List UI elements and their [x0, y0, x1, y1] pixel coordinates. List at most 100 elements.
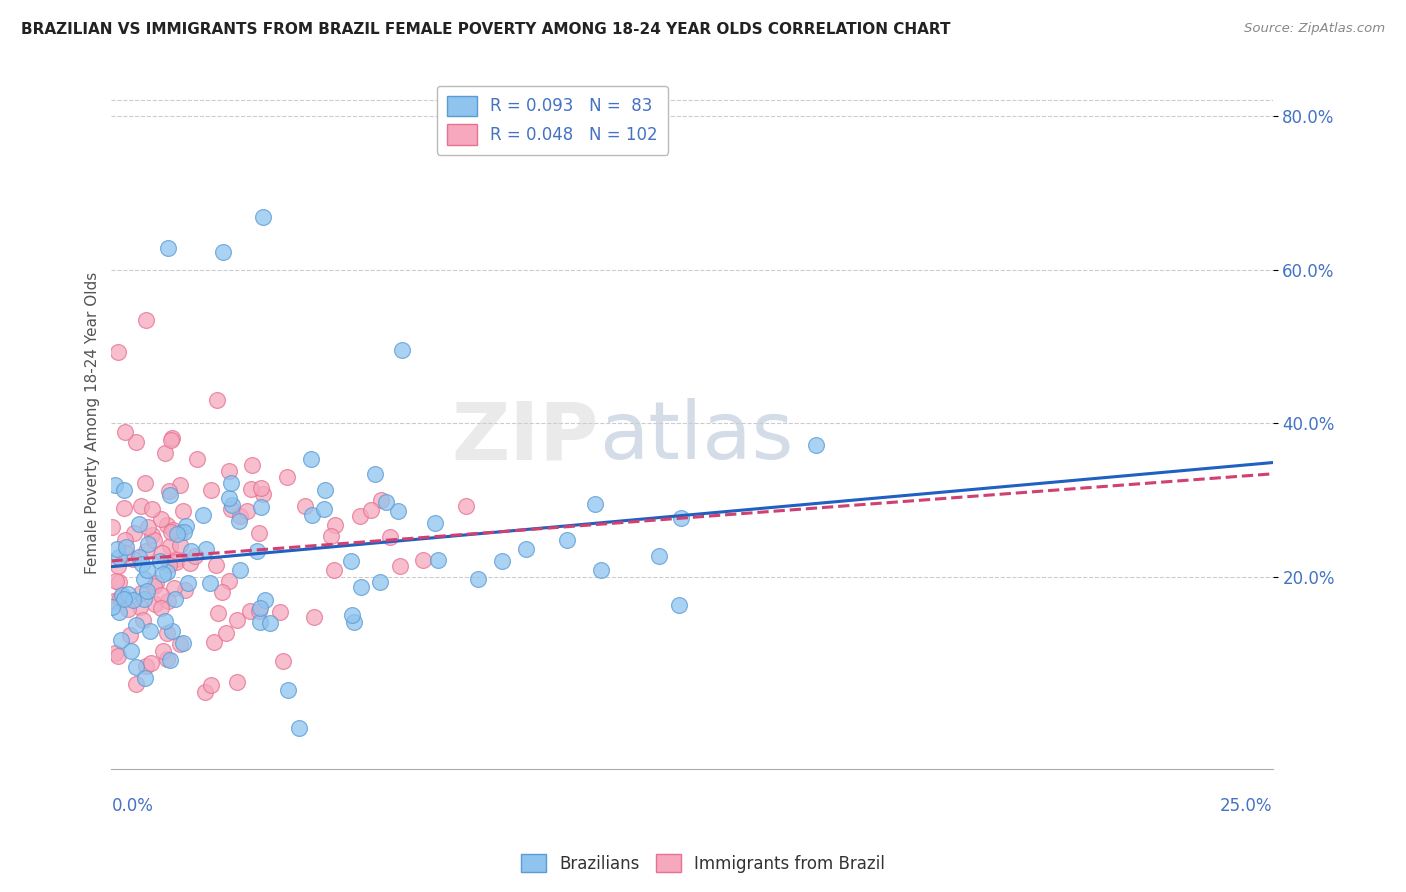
- Point: [250, 481, 273, 495]
- Point: [157, 483, 180, 498]
- Point: [221, 498, 243, 512]
- Point: [131, 499, 153, 513]
- Point: [157, 594, 180, 608]
- Text: Source: ZipAtlas.com: Source: ZipAtlas.com: [1244, 22, 1385, 36]
- Point: [110, 633, 132, 648]
- Point: [152, 644, 174, 658]
- Point: [250, 500, 273, 515]
- Point: [219, 475, 242, 490]
- Point: [412, 552, 434, 566]
- Point: [360, 503, 382, 517]
- Point: [491, 554, 513, 568]
- Point: [128, 549, 150, 564]
- Point: [288, 721, 311, 735]
- Point: [200, 483, 222, 497]
- Point: [236, 504, 259, 518]
- Point: [135, 583, 157, 598]
- Point: [145, 576, 167, 591]
- Point: [141, 502, 163, 516]
- Point: [391, 343, 413, 358]
- Point: [364, 467, 387, 482]
- Point: [515, 542, 537, 557]
- Point: [156, 651, 179, 665]
- Point: [143, 533, 166, 547]
- Point: [204, 558, 226, 573]
- Point: [249, 600, 271, 615]
- Point: [115, 546, 138, 560]
- Point: [150, 546, 173, 560]
- Point: [104, 477, 127, 491]
- Point: [294, 499, 316, 513]
- Point: [105, 574, 128, 588]
- Point: [321, 529, 343, 543]
- Point: [252, 210, 274, 224]
- Point: [226, 613, 249, 627]
- Point: [557, 533, 579, 548]
- Text: 25.0%: 25.0%: [1220, 797, 1272, 814]
- Point: [194, 542, 217, 557]
- Text: 0.0%: 0.0%: [111, 797, 153, 814]
- Point: [389, 559, 412, 574]
- Point: [125, 660, 148, 674]
- Point: [271, 654, 294, 668]
- Point: [218, 574, 240, 588]
- Point: [107, 345, 129, 359]
- Point: [165, 591, 187, 606]
- Point: [173, 525, 195, 540]
- Point: [249, 615, 271, 630]
- Point: [134, 572, 156, 586]
- Point: [254, 592, 277, 607]
- Point: [229, 563, 252, 577]
- Point: [107, 559, 129, 574]
- Point: [150, 601, 173, 615]
- Text: BRAZILIAN VS IMMIGRANTS FROM BRAZIL FEMALE POVERTY AMONG 18-24 YEAR OLDS CORRELA: BRAZILIAN VS IMMIGRANTS FROM BRAZIL FEMA…: [21, 22, 950, 37]
- Point: [200, 678, 222, 692]
- Point: [160, 524, 183, 539]
- Point: [139, 657, 162, 671]
- Point: [125, 617, 148, 632]
- Legend: R = 0.093   N =  83, R = 0.048   N = 102: R = 0.093 N = 83, R = 0.048 N = 102: [437, 86, 668, 155]
- Point: [149, 553, 172, 567]
- Point: [156, 242, 179, 256]
- Point: [427, 553, 450, 567]
- Point: [156, 626, 179, 640]
- Point: [277, 682, 299, 697]
- Point: [312, 502, 335, 516]
- Point: [259, 615, 281, 630]
- Point: [153, 446, 176, 460]
- Point: [589, 563, 612, 577]
- Point: [131, 557, 153, 571]
- Point: [246, 544, 269, 558]
- Point: [169, 525, 191, 540]
- Point: [159, 539, 181, 553]
- Point: [239, 604, 262, 618]
- Point: [160, 431, 183, 445]
- Point: [122, 526, 145, 541]
- Point: [101, 600, 124, 615]
- Text: atlas: atlas: [599, 398, 793, 476]
- Point: [110, 591, 132, 605]
- Point: [165, 555, 187, 569]
- Point: [136, 520, 159, 534]
- Point: [143, 597, 166, 611]
- Point: [135, 312, 157, 326]
- Point: [215, 626, 238, 640]
- Point: [200, 576, 222, 591]
- Point: [207, 607, 229, 621]
- Point: [108, 605, 131, 619]
- Point: [105, 541, 128, 556]
- Legend: Brazilians, Immigrants from Brazil: Brazilians, Immigrants from Brazil: [515, 847, 891, 880]
- Point: [104, 646, 127, 660]
- Point: [219, 502, 242, 516]
- Point: [276, 470, 298, 484]
- Point: [159, 488, 181, 502]
- Point: [172, 504, 194, 518]
- Point: [136, 537, 159, 551]
- Point: [314, 483, 336, 498]
- Point: [115, 540, 138, 554]
- Point: [368, 574, 391, 589]
- Point: [349, 508, 371, 523]
- Point: [302, 609, 325, 624]
- Point: [240, 482, 263, 496]
- Point: [114, 425, 136, 440]
